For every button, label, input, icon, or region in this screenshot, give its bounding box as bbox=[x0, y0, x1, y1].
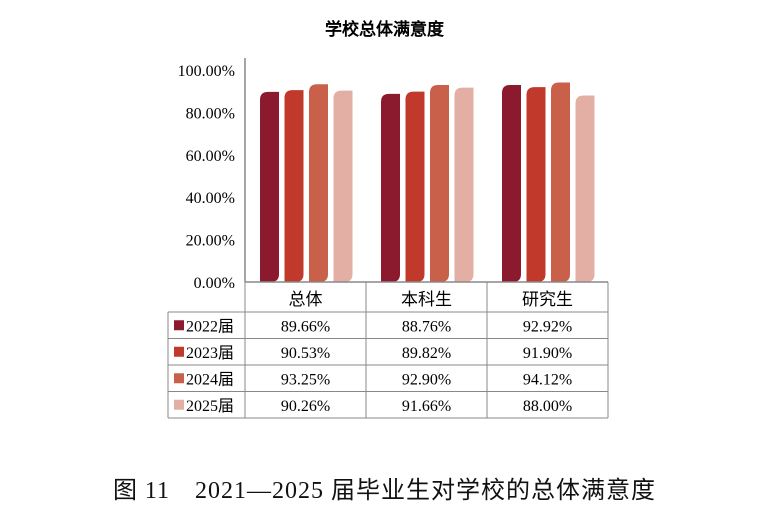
category-label: 总体 bbox=[289, 290, 323, 309]
bar-2022届-研究生 bbox=[502, 85, 521, 282]
bar-2023届-本科生 bbox=[405, 91, 425, 282]
legend-swatch bbox=[174, 373, 184, 384]
y-tick-label: 40.00% bbox=[186, 190, 235, 207]
data-label: 91.90% bbox=[523, 345, 572, 362]
bar-2022届-本科生 bbox=[381, 93, 400, 282]
y-tick-label: 80.00% bbox=[186, 105, 235, 122]
bar-2025届-研究生 bbox=[575, 95, 595, 282]
figure-caption: 图 11 2021—2025 届毕业生对学校的总体满意度 bbox=[112, 478, 657, 504]
y-tick-label: 60.00% bbox=[186, 148, 235, 165]
y-tick-label: 20.00% bbox=[186, 233, 235, 250]
data-label: 91.66% bbox=[402, 398, 451, 415]
category-label: 研究生 bbox=[522, 290, 573, 309]
legend-swatch bbox=[174, 346, 184, 357]
legend-swatch bbox=[174, 399, 184, 410]
chart-title: 学校总体满意度 bbox=[325, 20, 444, 39]
data-label: 93.25% bbox=[281, 371, 330, 388]
data-label: 90.26% bbox=[281, 398, 330, 415]
data-label: 88.00% bbox=[523, 398, 572, 415]
bar-2025届-本科生 bbox=[454, 87, 474, 282]
legend-label: 2022届 bbox=[186, 318, 234, 335]
data-label: 89.82% bbox=[402, 345, 451, 362]
y-tick-label: 100.00% bbox=[178, 63, 235, 80]
bar-2023届-研究生 bbox=[526, 87, 546, 282]
bar-2022届-总体 bbox=[260, 91, 279, 282]
data-label: 90.53% bbox=[281, 345, 330, 362]
data-label: 88.76% bbox=[402, 318, 451, 335]
bar-2025届-总体 bbox=[333, 90, 353, 282]
data-label: 94.12% bbox=[523, 371, 572, 388]
legend-swatch bbox=[174, 320, 184, 331]
data-label: 89.66% bbox=[281, 318, 330, 335]
y-tick-label: 0.00% bbox=[194, 275, 235, 292]
legend-label: 2025届 bbox=[186, 398, 234, 415]
legend-label: 2023届 bbox=[186, 345, 234, 362]
bar-2024届-本科生 bbox=[430, 85, 449, 282]
bar-2023届-总体 bbox=[284, 90, 304, 282]
bar-2024届-研究生 bbox=[551, 82, 570, 282]
bar-2024届-总体 bbox=[309, 84, 328, 282]
legend-label: 2024届 bbox=[186, 371, 234, 388]
data-label: 92.92% bbox=[523, 318, 572, 335]
category-label: 本科生 bbox=[401, 290, 452, 309]
data-label: 92.90% bbox=[402, 371, 451, 388]
